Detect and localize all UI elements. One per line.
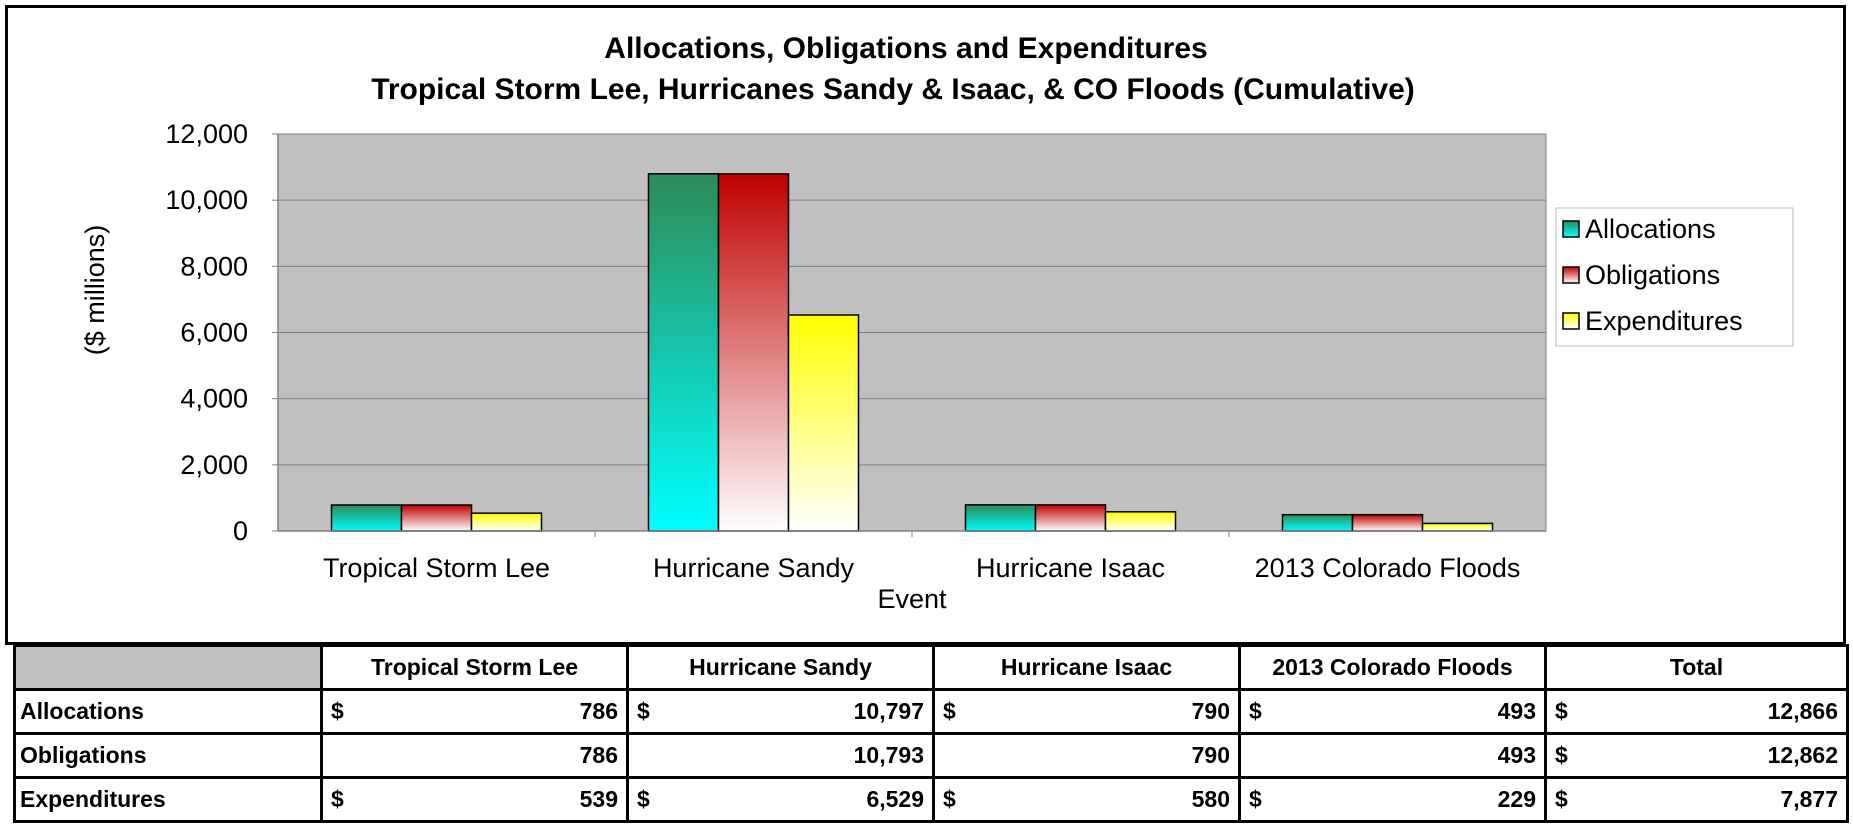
- bar-allocations-0: [330, 504, 403, 532]
- legend-swatch-allocations: [1562, 220, 1580, 238]
- chart-subtitle: Tropical Storm Lee, Hurricanes Sandy & I…: [371, 73, 1415, 106]
- row-label: Allocations: [13, 688, 323, 735]
- y-axis-label: ($ millions): [80, 225, 110, 356]
- table-cell: 786: [320, 732, 629, 779]
- currency-sign: $: [331, 786, 344, 812]
- bar-obligations-0: [400, 504, 473, 532]
- table-header: 2013 Colorado Floods: [1238, 644, 1547, 691]
- y-tick-label: 2,000: [180, 450, 248, 480]
- gridlines: [278, 133, 1546, 466]
- cell-value: 229: [1497, 786, 1536, 812]
- row-label: Expenditures: [13, 776, 323, 823]
- chart-frame: Allocations, Obligations and Expenditure…: [5, 5, 1846, 645]
- table-cell: 493: [1238, 732, 1547, 779]
- table-cell: 790: [932, 732, 1241, 779]
- cell-value: 493: [1497, 742, 1536, 768]
- currency-sign: $: [1555, 698, 1568, 724]
- bar-expenditures-2: [1104, 511, 1177, 532]
- bar-allocations-2: [964, 504, 1037, 532]
- table-header: Tropical Storm Lee: [320, 644, 629, 691]
- legend-swatch-obligations: [1562, 266, 1580, 284]
- chart-title: Allocations, Obligations and Expenditure…: [604, 32, 1207, 65]
- cell-value: 580: [1191, 786, 1230, 812]
- table-header: Hurricane Isaac: [932, 644, 1241, 691]
- table-row: Expenditures $539 $6,529 $580 $229 $7,87…: [13, 776, 1849, 823]
- table-cell: $229: [1238, 776, 1547, 823]
- y-tick-label: 4,000: [180, 384, 248, 414]
- y-tick-label: 6,000: [180, 318, 248, 348]
- data-table: Tropical Storm Lee Hurricane Sandy Hurri…: [13, 644, 1849, 823]
- x-tick-label: Hurricane Isaac: [976, 553, 1165, 583]
- table-cell: $580: [932, 776, 1241, 823]
- table-cell: $539: [320, 776, 629, 823]
- cell-value: 493: [1497, 698, 1536, 724]
- table-corner-cell: [13, 644, 323, 691]
- cell-value: 786: [579, 698, 618, 724]
- table-cell: $12,866: [1544, 688, 1849, 735]
- bars: [330, 173, 1494, 532]
- y-tick-label: 10,000: [165, 185, 248, 215]
- cell-value: 790: [1191, 742, 1230, 768]
- cell-value: 786: [579, 742, 618, 768]
- cell-value: 539: [579, 786, 618, 812]
- table-header: Total: [1544, 644, 1849, 691]
- row-label: Obligations: [13, 732, 323, 779]
- bar-obligations-2: [1034, 504, 1107, 532]
- cell-value: 790: [1191, 698, 1230, 724]
- table-cell: $7,877: [1544, 776, 1849, 823]
- table-cell: $786: [320, 688, 629, 735]
- currency-sign: $: [1249, 786, 1262, 812]
- bar-obligations-1: [717, 173, 790, 532]
- x-tick-label: Hurricane Sandy: [653, 553, 855, 583]
- currency-sign: $: [943, 698, 956, 724]
- table-row: Obligations 786 10,793 790 493 $12,862: [13, 732, 1849, 779]
- y-tick-label: 12,000: [165, 119, 248, 149]
- x-tick-label: Tropical Storm Lee: [323, 553, 550, 583]
- currency-sign: $: [331, 698, 344, 724]
- y-tick-label: 8,000: [180, 251, 248, 281]
- currency-sign: $: [1555, 742, 1568, 768]
- table-header: Hurricane Sandy: [626, 644, 935, 691]
- legend-label: Expenditures: [1585, 306, 1743, 336]
- bar-obligations-3: [1351, 513, 1424, 532]
- bar-expenditures-3: [1421, 522, 1494, 532]
- table-cell: $790: [932, 688, 1241, 735]
- currency-sign: $: [1249, 698, 1262, 724]
- table-cell: $493: [1238, 688, 1547, 735]
- table-cell: $12,862: [1544, 732, 1849, 779]
- x-axis-ticks: Tropical Storm Lee Hurricane Sandy Hurrica…: [323, 531, 1520, 583]
- bar-allocations-3: [1281, 513, 1354, 532]
- cell-value: 10,793: [853, 742, 924, 768]
- currency-sign: $: [943, 786, 956, 812]
- legend: Allocations Obligations Expenditures: [1555, 207, 1794, 347]
- y-axis-ticks: 0 2,000 4,000 6,000 8,000 10,000 12,000: [165, 119, 279, 546]
- currency-sign: $: [637, 786, 650, 812]
- cell-value: 6,529: [866, 786, 924, 812]
- cell-value: 12,862: [1767, 742, 1838, 768]
- cell-value: 12,866: [1767, 698, 1838, 724]
- table-header-row: Tropical Storm Lee Hurricane Sandy Hurri…: [13, 644, 1849, 691]
- bar-allocations-1: [647, 173, 720, 532]
- x-axis-label: Event: [877, 584, 947, 614]
- y-tick-label: 0: [233, 516, 248, 546]
- currency-sign: $: [637, 698, 650, 724]
- table-cell: $6,529: [626, 776, 935, 823]
- legend-swatch-expenditures: [1562, 312, 1580, 330]
- table-row: Allocations $786 $10,797 $790 $493 $12,8…: [13, 688, 1849, 735]
- currency-sign: $: [1555, 786, 1568, 812]
- table-cell: 10,793: [626, 732, 935, 779]
- bar-expenditures-0: [470, 512, 543, 532]
- legend-label: Obligations: [1585, 260, 1720, 290]
- bar-expenditures-1: [787, 314, 860, 532]
- legend-box: [1555, 207, 1794, 347]
- legend-label: Allocations: [1585, 214, 1716, 244]
- cell-value: 10,797: [853, 698, 924, 724]
- x-tick-label: 2013 Colorado Floods: [1255, 553, 1521, 583]
- table-cell: $10,797: [626, 688, 935, 735]
- bar-chart: Allocations, Obligations and Expenditure…: [80, 32, 1794, 614]
- cell-value: 7,877: [1780, 786, 1838, 812]
